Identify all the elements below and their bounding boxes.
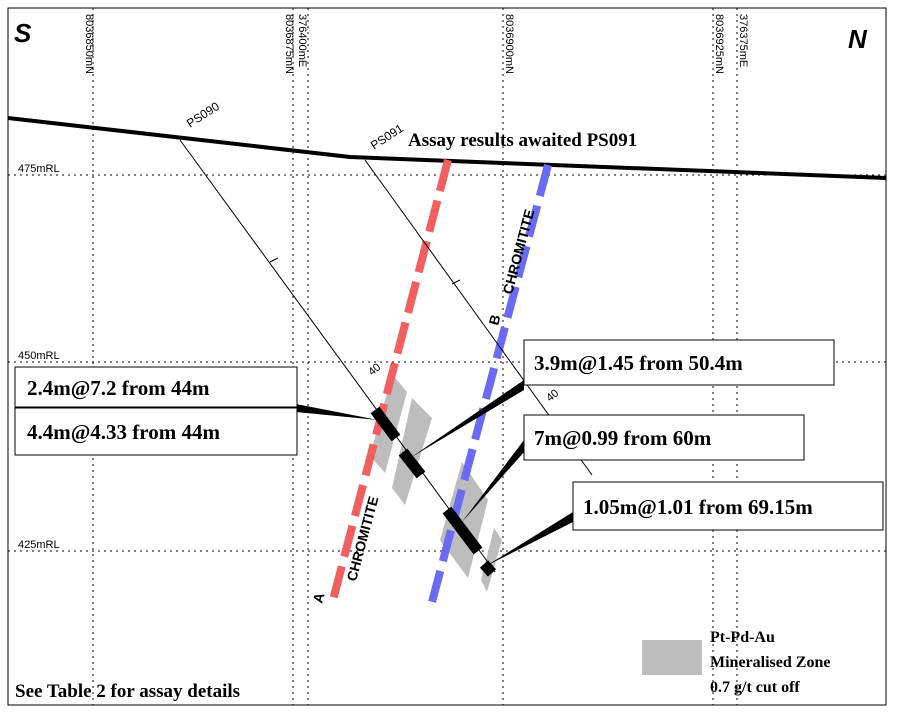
corner-label: N xyxy=(848,24,868,54)
legend-text: Mineralised Zone xyxy=(710,654,830,671)
corner-label: S xyxy=(14,18,32,48)
intercept: 7m@0.99 from 60m xyxy=(534,426,712,450)
unit-letter: A xyxy=(309,591,327,605)
section: 8036850mN 8036875mN 376400mE 8036900mN 8… xyxy=(0,0,903,713)
intercept: 2.4m@7.2 from 44m xyxy=(27,376,210,400)
grid-label: 8036850mN xyxy=(83,14,95,74)
unit-name: CHROMITITE xyxy=(499,207,537,295)
grid-label: 376400mE xyxy=(296,14,308,67)
depth-label: 40 xyxy=(544,387,561,404)
hole-label: PS090 xyxy=(184,99,222,131)
depth-label: 40 xyxy=(366,361,383,378)
drill-hole xyxy=(180,140,495,572)
note: Assay results awaited PS091 xyxy=(408,130,637,151)
footer: See Table 2 for assay details xyxy=(15,681,240,702)
rl-label: 450mRL xyxy=(18,350,60,362)
grid-label: 8036875mN xyxy=(283,14,295,74)
rl-label: 425mRL xyxy=(18,539,60,551)
depth-tick xyxy=(270,258,278,262)
intercept: 3.9m@1.45 from 50.4m xyxy=(534,351,743,375)
intercept: 1.05m@1.01 from 69.15m xyxy=(583,495,813,519)
intercept: 4.4m@4.33 from 44m xyxy=(27,420,220,444)
grid-label: 8036925mN xyxy=(713,14,725,74)
legend-swatch xyxy=(642,640,702,675)
rl-label: 475mRL xyxy=(18,163,60,175)
mineralised-zones xyxy=(370,374,502,592)
legend-text: 0.7 g/t cut off xyxy=(710,679,800,696)
grid-label: 376375mE xyxy=(737,14,749,67)
grid-label: 8036900mN xyxy=(503,14,515,74)
unit-letter: B xyxy=(485,313,503,327)
chromitite-a xyxy=(333,160,448,600)
legend-text: Pt-Pd-Au xyxy=(710,629,775,646)
hole-label: PS091 xyxy=(368,121,406,153)
leaders xyxy=(296,380,573,566)
